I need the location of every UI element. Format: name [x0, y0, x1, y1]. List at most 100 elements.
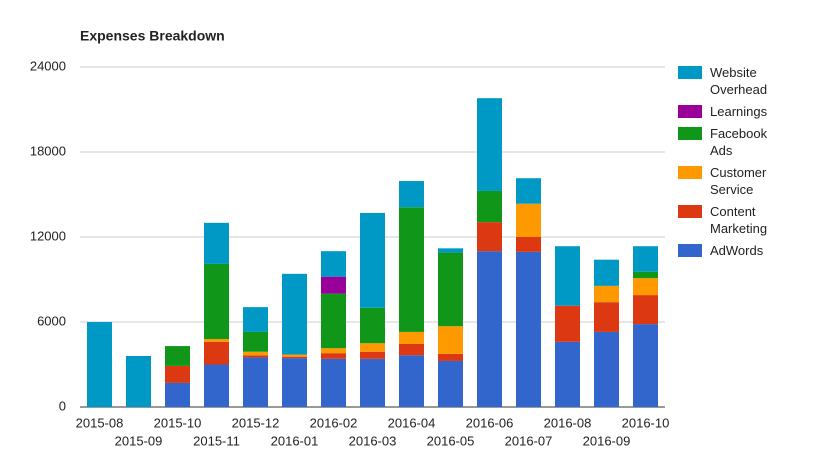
bar-segment: [204, 263, 229, 339]
y-tick-label: 24000: [30, 58, 66, 73]
x-tick-label: 2016-10: [622, 415, 670, 430]
bar-segment: [633, 271, 658, 279]
legend-item: Website Overhead: [678, 64, 788, 98]
bar-segment: [165, 382, 190, 407]
bar-segment: [594, 259, 619, 286]
bar-segment: [438, 360, 463, 407]
legend-item: Learnings: [678, 103, 788, 120]
legend-swatch: [678, 66, 702, 79]
legend-item: Customer Service: [678, 164, 788, 198]
y-tick-label: 12000: [30, 228, 66, 243]
legend-label: Learnings: [710, 104, 768, 119]
bar-segment: [399, 207, 424, 332]
bar-segment: [477, 222, 502, 252]
bar-segment: [516, 237, 541, 252]
legend-label: Facebook Ads: [710, 126, 768, 158]
bar-segment: [477, 98, 502, 191]
bar-segment: [360, 307, 385, 344]
x-tick-label: 2015-09: [115, 433, 163, 448]
bar-segment: [633, 246, 658, 272]
legend-swatch: [678, 244, 702, 257]
legend-label: Customer Service: [710, 165, 767, 197]
bar-segment: [633, 324, 658, 407]
bar-segment: [282, 358, 307, 407]
x-tick-label: 2016-02: [310, 415, 358, 430]
bar-segment: [321, 251, 346, 277]
bar-segment: [126, 356, 151, 407]
x-tick-label: 2016-04: [388, 415, 436, 430]
bar-segment: [438, 248, 463, 253]
bar-segment: [399, 331, 424, 344]
bar-segment: [516, 178, 541, 204]
bar-segment: [321, 358, 346, 407]
bar-segment: [594, 285, 619, 303]
legend-swatch: [678, 166, 702, 179]
bar-segment: [243, 351, 268, 356]
legend-item: Facebook Ads: [678, 125, 788, 159]
x-tick-label: 2016-06: [466, 415, 514, 430]
chart-title: Expenses Breakdown: [80, 28, 225, 44]
bar-segment: [633, 278, 658, 296]
bar-segment: [477, 190, 502, 223]
y-tick-label: 0: [59, 398, 66, 413]
bar-segment: [204, 222, 229, 264]
bar-segment: [360, 343, 385, 352]
bar-segment: [477, 251, 502, 407]
legend-label: AdWords: [710, 243, 764, 258]
legend-swatch: [678, 105, 702, 118]
legend-item: Content Marketing: [678, 203, 788, 237]
bar-segment: [555, 341, 580, 407]
x-tick-label: 2015-11: [193, 433, 240, 448]
legend-swatch: [678, 205, 702, 218]
x-tick-label: 2015-08: [76, 415, 124, 430]
legend-item: AdWords: [678, 242, 788, 259]
bar-segment: [360, 358, 385, 407]
bar-segment: [399, 355, 424, 407]
x-tick-label: 2016-09: [583, 433, 631, 448]
bar-segment: [399, 343, 424, 356]
legend-swatch: [678, 127, 702, 140]
bar-segment: [360, 212, 385, 308]
legend-label: Content Marketing: [710, 204, 768, 236]
bar-segment: [204, 364, 229, 407]
bar-segment: [516, 251, 541, 407]
bar-segment: [243, 357, 268, 407]
bar-segment: [321, 353, 346, 359]
x-tick-label: 2016-08: [544, 415, 592, 430]
bar-segment: [399, 181, 424, 208]
x-tick-label: 2016-07: [505, 433, 553, 448]
x-tick-label: 2016-05: [427, 433, 475, 448]
bar-segment: [243, 355, 268, 358]
bar-segment: [282, 354, 307, 357]
bar-segment: [555, 246, 580, 306]
bar-segment: [204, 341, 229, 365]
y-tick-label: 18000: [30, 143, 66, 158]
bar-segment: [243, 307, 268, 332]
bar-segment: [282, 356, 307, 359]
bar-segment: [438, 353, 463, 361]
x-tick-label: 2016-03: [349, 433, 397, 448]
bar-segment: [321, 293, 346, 349]
bar-segment: [555, 305, 580, 342]
bar-segment: [438, 252, 463, 327]
x-tick-label: 2016-01: [271, 433, 319, 448]
x-tick-label: 2015-12: [232, 415, 280, 430]
legend-label: Website Overhead: [710, 65, 768, 97]
bar-segment: [594, 302, 619, 332]
bar-segment: [594, 331, 619, 407]
bar-segment: [321, 348, 346, 354]
x-tick-label: 2015-10: [154, 415, 202, 430]
bar-segment: [87, 322, 112, 407]
bar-segment: [165, 346, 190, 366]
bar-segment: [633, 295, 658, 325]
legend: Website Overhead Learnings Facebook Ads Cus…: [678, 64, 788, 264]
bar-segment: [243, 331, 268, 352]
bar-segment: [516, 203, 541, 237]
bar-segment: [321, 276, 346, 294]
bar-segment: [438, 326, 463, 354]
bar-segment: [282, 273, 307, 355]
bar-segment: [360, 351, 385, 359]
y-tick-label: 6000: [37, 313, 66, 328]
